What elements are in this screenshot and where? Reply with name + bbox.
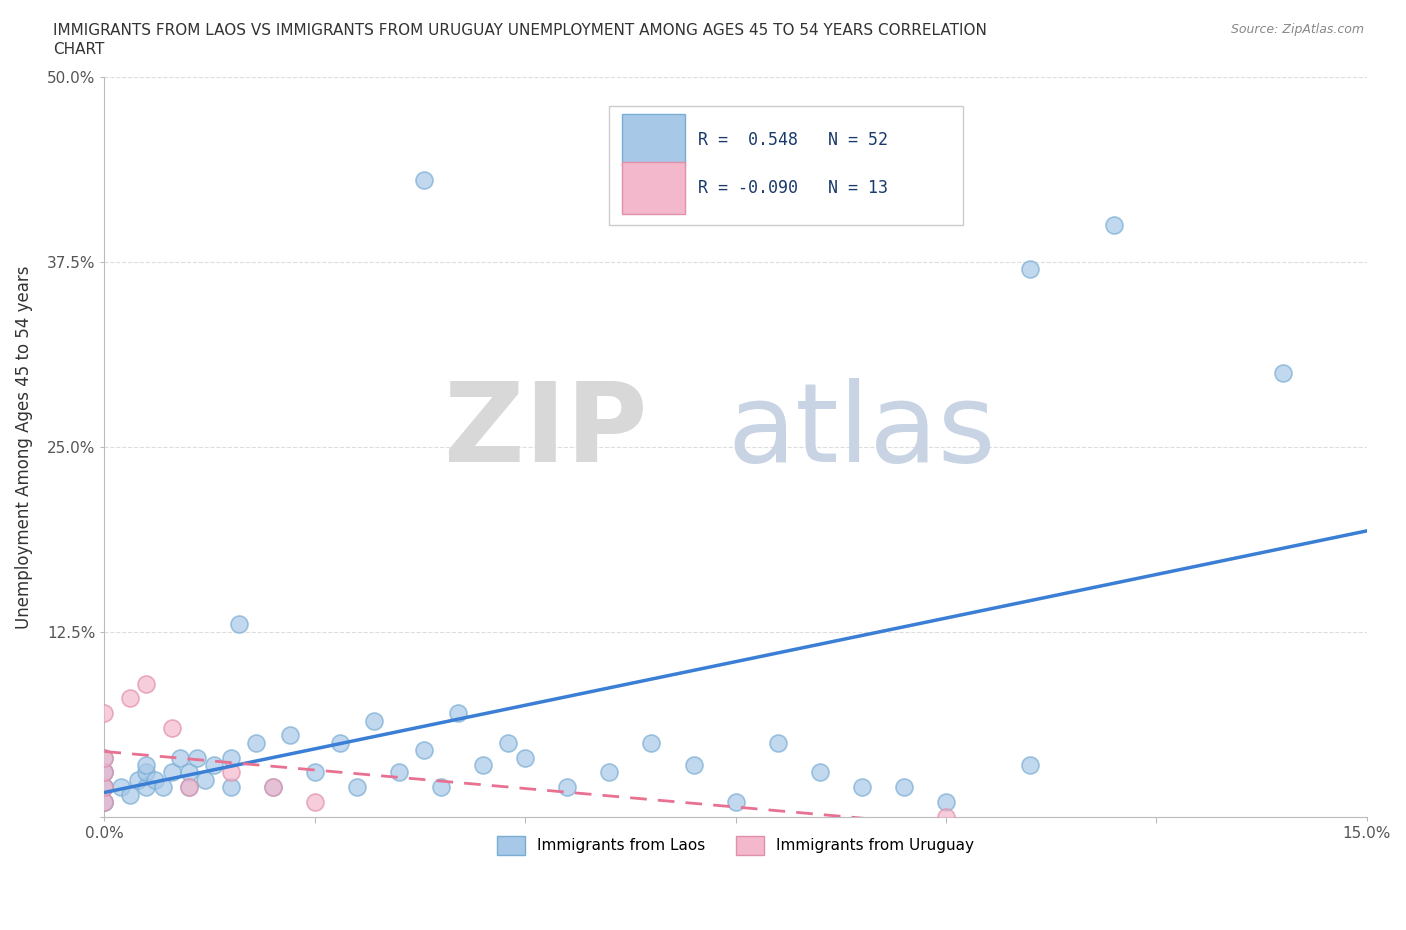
FancyBboxPatch shape [621,162,685,214]
Point [893,779,915,794]
Point [118,787,141,802]
Point [598,764,620,779]
Point [93,764,115,779]
Point [93,794,115,809]
Point [1271,365,1294,380]
Point [202,757,225,772]
Point [152,779,174,794]
Point [388,764,411,779]
Point [766,736,789,751]
Point [160,721,183,736]
Point [472,757,495,772]
FancyBboxPatch shape [621,113,685,166]
Point [93,794,115,809]
Point [304,794,326,809]
Point [169,751,191,765]
Text: IMMIGRANTS FROM LAOS VS IMMIGRANTS FROM URUGUAY UNEMPLOYMENT AMONG AGES 45 TO 54: IMMIGRANTS FROM LAOS VS IMMIGRANTS FROM … [53,23,987,38]
Point [93,706,115,721]
Point [143,772,166,787]
Point [1019,757,1042,772]
Point [555,779,578,794]
Point [515,751,537,765]
Point [304,764,326,779]
Point [93,764,115,779]
Text: R = -0.090   N = 13: R = -0.090 N = 13 [697,179,887,197]
Point [346,779,368,794]
Point [413,743,436,758]
Point [135,779,157,794]
Point [935,809,957,824]
Point [228,617,250,631]
Point [363,713,385,728]
Point [93,751,115,765]
Point [127,772,149,787]
Point [1104,218,1126,232]
Point [93,779,115,794]
Point [262,779,284,794]
Text: Source: ZipAtlas.com: Source: ZipAtlas.com [1230,23,1364,36]
Point [177,764,200,779]
FancyBboxPatch shape [609,106,963,225]
Point [118,691,141,706]
Point [329,736,352,751]
Point [186,751,208,765]
Point [93,764,115,779]
Point [245,736,267,751]
Text: ZIP: ZIP [444,379,647,485]
Point [430,779,453,794]
Point [135,676,157,691]
Point [278,728,301,743]
Point [219,751,242,765]
Point [447,706,470,721]
Point [262,779,284,794]
Point [498,736,520,751]
Point [724,794,747,809]
Point [177,779,200,794]
Point [93,751,115,765]
Point [110,779,132,794]
Point [93,794,115,809]
Point [1019,261,1042,276]
Y-axis label: Unemployment Among Ages 45 to 54 years: Unemployment Among Ages 45 to 54 years [15,265,32,629]
Text: atlas: atlas [727,379,995,485]
Point [851,779,873,794]
Point [935,794,957,809]
Point [93,779,115,794]
Point [194,772,217,787]
Point [160,764,183,779]
Point [219,764,242,779]
Point [93,779,115,794]
Point [808,764,831,779]
Point [682,757,704,772]
Point [177,779,200,794]
Point [413,173,436,188]
Text: CHART: CHART [53,42,105,57]
Point [135,757,157,772]
Point [135,764,157,779]
Legend: Immigrants from Laos, Immigrants from Uruguay: Immigrants from Laos, Immigrants from Ur… [491,830,980,861]
Text: R =  0.548   N = 52: R = 0.548 N = 52 [697,131,887,149]
Point [640,736,662,751]
Point [219,779,242,794]
